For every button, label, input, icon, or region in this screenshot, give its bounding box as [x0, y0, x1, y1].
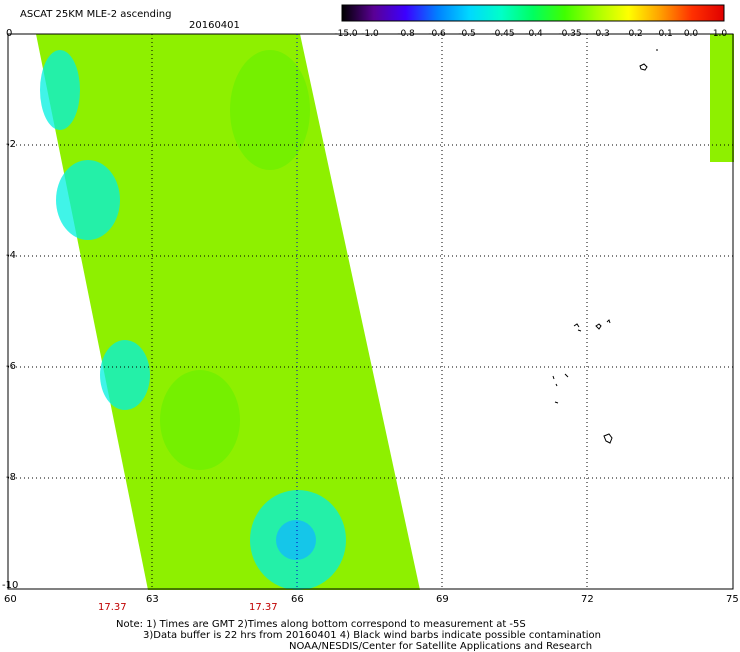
x-tick-label: 72 [581, 594, 594, 605]
colorbar-label: 1.0 [712, 29, 728, 39]
swath-cyan-region [40, 50, 80, 130]
note-line-3: NOAA/NESDIS/Center for Satellite Applica… [289, 641, 593, 652]
swath-cyan-region [56, 160, 120, 240]
time-label: 17.37 [249, 602, 278, 613]
chart-title: ASCAT 25KM MLE-2 ascending [20, 9, 172, 20]
y-tick-label: -2 [6, 139, 16, 150]
x-tick-label: 66 [291, 594, 304, 605]
x-tick-label: 60 [4, 594, 17, 605]
colorbar-label: -1.0 [361, 29, 379, 39]
colorbar [341, 4, 725, 22]
colorbar-label: -0.45 [491, 29, 515, 39]
swath-green-region [230, 50, 310, 170]
time-label: 17.37 [98, 602, 127, 613]
colorbar-label: 0.0 [683, 29, 699, 39]
chart-date: 20160401 [189, 20, 240, 31]
east-swath-strip [710, 34, 734, 162]
colorbar-label: -0.2 [625, 29, 643, 39]
colorbar-label: -0.6 [428, 29, 446, 39]
colorbar-label: -0.8 [397, 29, 415, 39]
colorbar-label: -0.1 [655, 29, 673, 39]
colorbar-label: -0.3 [592, 29, 610, 39]
note-line-2: 3)Data buffer is 22 hrs from 20160401 4)… [143, 630, 601, 641]
y-tick-label: 0 [6, 28, 13, 39]
colorbar-label: -0.4 [525, 29, 543, 39]
scatterometer-swath [36, 34, 734, 590]
x-tick-label: 69 [436, 594, 449, 605]
y-tick-label: -6 [6, 361, 16, 372]
y-tick-label: -10 [2, 580, 19, 591]
coastlines [552, 49, 658, 444]
colorbar-gradient [341, 4, 725, 22]
swath-base [36, 34, 420, 590]
colorbar-label: -0.5 [458, 29, 476, 39]
colorbar-label: -0.35 [558, 29, 582, 39]
swath-cyan-region [100, 340, 150, 410]
y-tick-label: -8 [6, 472, 16, 483]
x-tick-label: 75 [726, 594, 739, 605]
y-tick-label: -4 [6, 250, 16, 261]
x-tick-label: 63 [146, 594, 159, 605]
gridlines [8, 34, 733, 589]
plot-frame [7, 33, 734, 590]
swath-green-region [160, 370, 240, 470]
colorbar-label: -15.0 [334, 29, 358, 39]
note-line-1: Note: 1) Times are GMT 2)Times along bot… [116, 619, 526, 630]
swath-blue-region [276, 520, 316, 560]
